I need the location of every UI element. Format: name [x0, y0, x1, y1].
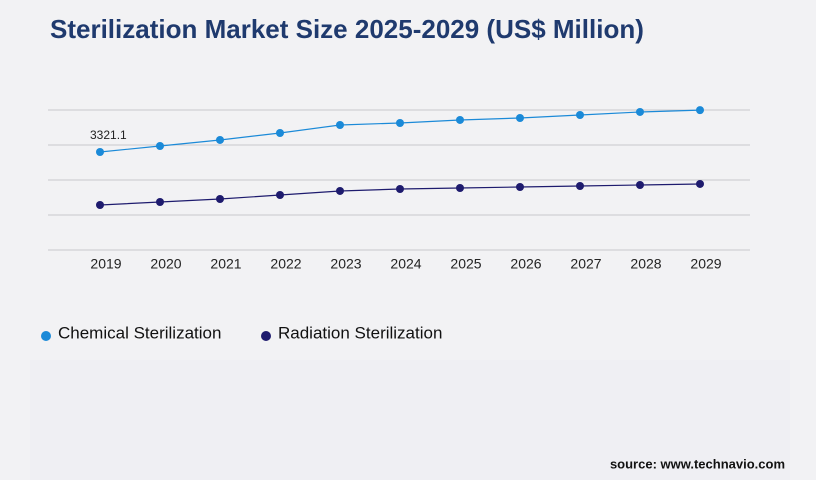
- x-tick-label: 2029: [690, 256, 721, 272]
- x-tick-label: 2023: [330, 256, 361, 272]
- data-point: [156, 142, 164, 151]
- x-tick-label: 2026: [510, 256, 541, 272]
- data-label: 3321.1: [90, 128, 127, 142]
- legend-label: Radiation Sterilization: [278, 323, 442, 342]
- data-point: [456, 183, 464, 192]
- data-point: [96, 200, 104, 209]
- data-point: [156, 197, 164, 206]
- data-point: [96, 147, 104, 156]
- data-point: [396, 185, 404, 194]
- data-point: [576, 110, 584, 119]
- data-point: [636, 180, 644, 189]
- x-tick-label: 2025: [450, 256, 481, 272]
- x-tick-label: 2027: [570, 256, 601, 272]
- x-tick-label: 2028: [630, 256, 661, 272]
- data-point: [276, 190, 284, 199]
- panel: [30, 360, 790, 480]
- legend-marker: [261, 331, 271, 341]
- data-point: [576, 181, 584, 190]
- x-tick-label: 2019: [90, 256, 121, 272]
- chart-title: Sterilization Market Size 2025-2029 (US$…: [50, 14, 644, 44]
- x-tick-label: 2022: [270, 256, 301, 272]
- x-tick-label: 2020: [150, 256, 181, 272]
- x-tick-label: 2021: [210, 256, 241, 272]
- data-point: [516, 182, 524, 191]
- data-point: [636, 107, 644, 116]
- legend-marker: [41, 331, 51, 341]
- data-point: [696, 106, 704, 115]
- source: source: www.technavio.com: [610, 456, 785, 471]
- data-point: [216, 135, 224, 144]
- data-point: [696, 179, 704, 188]
- x-tick-label: 2024: [390, 256, 421, 272]
- data-point: [336, 186, 344, 195]
- legend-label: Chemical Sterilization: [58, 323, 221, 342]
- data-point: [216, 195, 224, 204]
- data-point: [336, 120, 344, 129]
- data-point: [516, 113, 524, 122]
- data-point: [276, 128, 284, 137]
- data-point: [396, 118, 404, 127]
- data-point: [456, 115, 464, 124]
